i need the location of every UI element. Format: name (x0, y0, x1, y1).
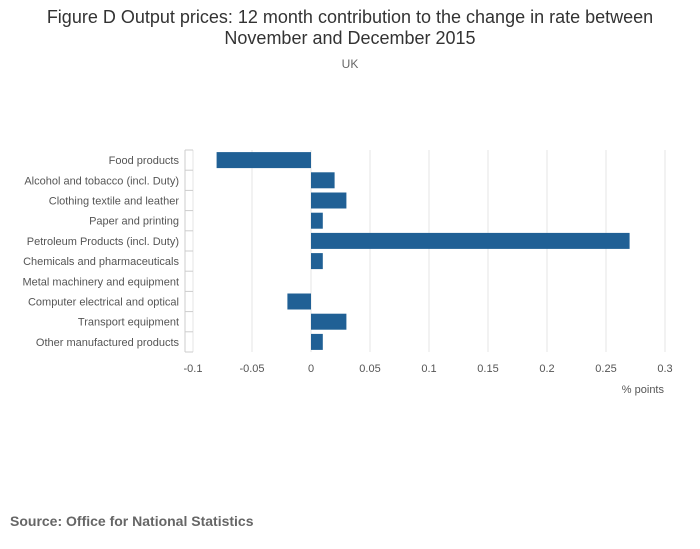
bar (311, 333, 323, 350)
bar (311, 212, 323, 229)
bar (311, 313, 347, 330)
x-tick-label: -0.05 (239, 363, 264, 375)
gridlines (192, 150, 666, 352)
x-tick-label: 0 (308, 363, 314, 375)
x-tick-labels: -0.1 -0.05 0 0.05 0.1 0.15 0.2 0.25 0.3 (184, 363, 673, 375)
x-tick-label: 0.15 (477, 363, 498, 375)
x-axis-title: % points (622, 384, 665, 396)
bar (311, 192, 347, 209)
source-note: Source: Office for National Statistics (10, 513, 254, 529)
x-tick-label: 0.3 (657, 363, 672, 375)
bar (216, 152, 311, 169)
chart-subtitle: UK (341, 57, 359, 71)
category-label: Petroleum Products (incl. Duty) (27, 236, 179, 248)
bar (311, 232, 630, 249)
category-label: Metal machinery and equipment (22, 276, 179, 288)
x-tick-label: 0.2 (539, 363, 554, 375)
category-ticks (184, 149, 193, 353)
x-tick-label: 0.05 (359, 363, 380, 375)
category-label: Paper and printing (89, 216, 179, 228)
category-label: Chemicals and pharmaceuticals (23, 256, 179, 268)
category-label: Computer electrical and optical (28, 297, 179, 309)
category-label: Transport equipment (78, 317, 179, 329)
bar (311, 172, 335, 189)
category-labels: Food products Alcohol and tobacco (incl. … (22, 155, 179, 349)
bars (216, 152, 630, 350)
category-label: Other manufactured products (36, 337, 180, 349)
x-tick-label: -0.1 (184, 363, 203, 375)
bar (287, 293, 311, 310)
category-label: Food products (109, 155, 180, 167)
category-label: Clothing textile and leather (49, 196, 180, 208)
x-tick-label: 0.1 (421, 363, 436, 375)
category-label: Alcohol and tobacco (incl. Duty) (24, 175, 179, 187)
x-tick-label: 0.25 (595, 363, 616, 375)
bar (311, 253, 323, 270)
chart-title: Figure D Output prices: 12 month contrib… (46, 7, 654, 48)
